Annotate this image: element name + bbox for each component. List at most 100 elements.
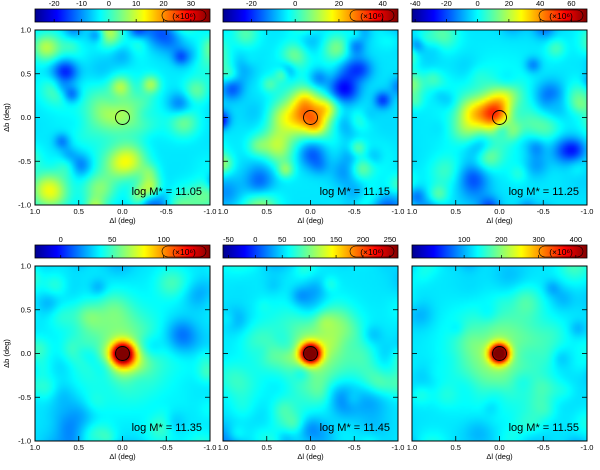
- colorbar-tick-label: 0: [59, 235, 63, 244]
- x-axis-label: Δl (deg): [486, 216, 513, 225]
- heatmap-6: [412, 266, 587, 441]
- colorbar-tick-label: 400: [570, 235, 583, 244]
- heatmap-2: [223, 30, 398, 205]
- x-axis-label: Δl (deg): [486, 452, 513, 461]
- x-tick-label: 1.0: [407, 207, 417, 216]
- colorbar-tick-label: 0: [476, 0, 480, 8]
- colorbar-tick-label: 100: [458, 235, 471, 244]
- colorbar-tick-label: 250: [384, 235, 397, 244]
- x-tick-label: -1.0: [581, 443, 594, 452]
- colorbar-unit-badge: [349, 9, 395, 22]
- colorbar-tick-label: 150: [330, 235, 343, 244]
- x-tick-label: -0.5: [348, 207, 361, 216]
- colorbar-unit-label: (×10⁶): [549, 11, 573, 21]
- x-tick-label: -1.0: [581, 207, 594, 216]
- colorbar-tick-label: 300: [532, 235, 545, 244]
- colorbar-tick-label: 20: [335, 0, 343, 8]
- heatmap-1: [35, 30, 210, 205]
- colorbar-tick-label: -20: [246, 0, 257, 8]
- x-tick-label: 0.0: [494, 207, 504, 216]
- x-tick-label: 1.0: [30, 443, 40, 452]
- colorbar-1: [34, 8, 211, 23]
- colorbar-unit-label: (×10⁶): [172, 247, 196, 257]
- y-tick-label: 0.0: [21, 349, 31, 358]
- x-axis-label: Δl (deg): [109, 452, 136, 461]
- x-tick-label: 0.5: [74, 207, 84, 216]
- colorbar-tick-label: 10: [132, 0, 140, 8]
- center-circle: [115, 110, 130, 125]
- colorbar-2: [222, 8, 399, 23]
- colorbar-tick-label: 100: [303, 235, 316, 244]
- colorbar-tick-label: -40: [410, 0, 421, 8]
- panel-2: -20 0 20 40 (×10⁶) 1.0 0.5 0.0 -0.5 -1.0 Δl (deg) l…: [218, 0, 405, 225]
- x-tick-label: -0.5: [348, 443, 361, 452]
- colorbar-tick-label: 30: [187, 0, 195, 8]
- mass-label: log M* = 11.25: [509, 186, 579, 198]
- y-tick-label: 0.5: [21, 69, 31, 78]
- x-tick-label: 0.0: [305, 443, 315, 452]
- y-tick-label: -1.0: [18, 437, 31, 446]
- mass-label: log M* = 11.15: [320, 186, 390, 198]
- y-tick-label: 0.0: [21, 113, 31, 122]
- panel-5: -50 0 50 100 150 200 250(×10⁶) 1.0 0.5 0.0 -0.5 -1.…: [218, 235, 405, 461]
- colorbar-tick-label: 40: [536, 0, 544, 8]
- colorbar-tick-label: 100: [157, 235, 170, 244]
- y-axis-label: Δb (deg): [2, 103, 11, 132]
- panel-4: 0 50 100(×10⁶)1.0 0.5 0.0 -0.5 -1.01.00.50.0-0…: [2, 235, 216, 461]
- x-tick-label: -0.5: [537, 207, 550, 216]
- colorbar-3: [411, 8, 588, 23]
- x-tick-label: 0.5: [451, 207, 461, 216]
- x-tick-label: 1.0: [218, 207, 228, 216]
- mass-label: log M* = 11.35: [132, 422, 202, 434]
- x-tick-label: 0.0: [117, 207, 127, 216]
- panel-6: 100 200 300 400 (×10⁶) 1.0 0.5 0.0 -0.5 -1.0 Δl (d…: [407, 235, 594, 461]
- colorbar-tick-label: 40: [379, 0, 387, 8]
- colorbar-tick-label: 50: [108, 235, 116, 244]
- colorbar-unit-badge: [161, 245, 207, 258]
- colorbar-unit-label: (×10⁶): [172, 11, 196, 21]
- x-tick-label: 0.5: [262, 207, 272, 216]
- colorbar-tick-label: 60: [567, 0, 575, 8]
- y-tick-label: 0.5: [21, 305, 31, 314]
- colorbar-4: [34, 244, 211, 259]
- x-axis-label: Δl (deg): [297, 452, 324, 461]
- colorbar-unit-badge: [538, 245, 584, 258]
- x-tick-label: -1.0: [204, 443, 217, 452]
- colorbar-tick-label: -50: [223, 235, 234, 244]
- colorbar-unit-badge: [349, 245, 395, 258]
- x-axis-label: Δl (deg): [297, 216, 324, 225]
- x-tick-label: 1.0: [407, 443, 417, 452]
- x-tick-label: 0.0: [305, 207, 315, 216]
- colorbar-tick-label: 50: [278, 235, 286, 244]
- colorbar-unit-badge: [161, 9, 207, 22]
- y-tick-label: -0.5: [18, 393, 31, 402]
- center-circle: [303, 110, 318, 125]
- colorbar-unit-label: (×10⁶): [549, 247, 573, 257]
- heatmap-4: [35, 266, 210, 441]
- colorbar-tick-label: 20: [159, 0, 167, 8]
- x-tick-label: 1.0: [218, 443, 228, 452]
- y-axis-label: Δb (deg): [2, 339, 11, 368]
- panel-3: -40 -20 0 20 40 60 (×10⁶) 1.0 0.5 0.0 -0.5 -1.0 Δl (…: [407, 0, 594, 225]
- colorbar-tick-label: -20: [441, 0, 452, 8]
- x-tick-label: -1.0: [392, 207, 405, 216]
- x-tick-label: 0.0: [494, 443, 504, 452]
- x-tick-label: -0.5: [160, 443, 173, 452]
- colorbar-tick-label: 20: [505, 0, 513, 8]
- mass-label: log M* = 11.05: [132, 186, 202, 198]
- center-circle: [115, 346, 130, 361]
- colorbar-5: [222, 244, 399, 259]
- y-tick-label: 1.0: [21, 262, 31, 271]
- colorbar-tick-label: 200: [495, 235, 508, 244]
- x-tick-label: -1.0: [392, 443, 405, 452]
- x-axis-label: Δl (deg): [109, 216, 136, 225]
- mass-label: log M* = 11.55: [509, 422, 579, 434]
- x-tick-label: 0.5: [262, 443, 272, 452]
- mass-label: log M* = 11.45: [320, 422, 390, 434]
- center-circle: [492, 346, 507, 361]
- colorbar-unit-badge: [538, 9, 584, 22]
- y-tick-label: -1.0: [18, 201, 31, 210]
- colorbar-tick-label: 200: [357, 235, 370, 244]
- colorbar-tick-label: 0: [253, 235, 257, 244]
